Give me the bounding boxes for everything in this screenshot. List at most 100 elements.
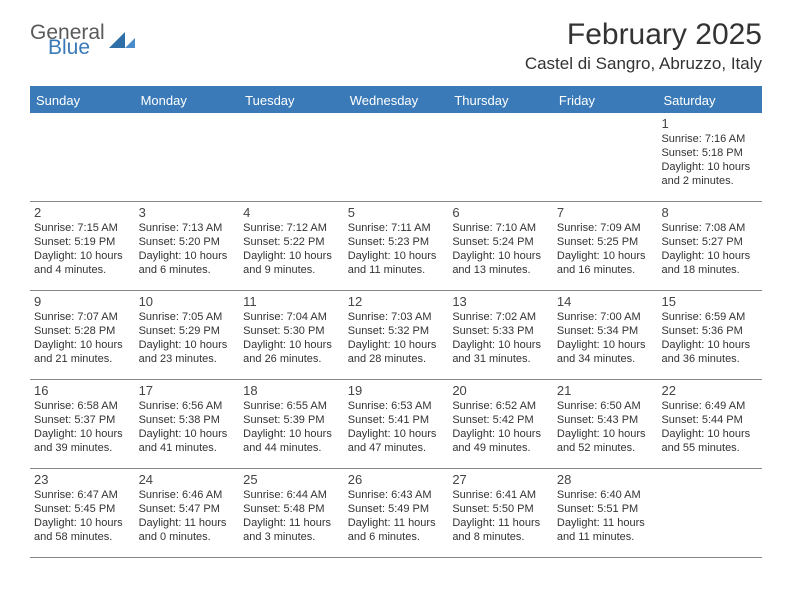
sunset-line: Sunset: 5:32 PM bbox=[348, 325, 445, 339]
day-number: 1 bbox=[661, 116, 758, 132]
sunrise-line: Sunrise: 7:07 AM bbox=[34, 311, 131, 325]
day-number: 12 bbox=[348, 294, 445, 310]
sunrise-line: Sunrise: 7:02 AM bbox=[452, 311, 549, 325]
sunset-line: Sunset: 5:38 PM bbox=[139, 414, 236, 428]
sunset-line: Sunset: 5:50 PM bbox=[452, 503, 549, 517]
daylight-line: Daylight: 10 hours and 44 minutes. bbox=[243, 428, 340, 456]
day-header: Sunday bbox=[30, 88, 135, 113]
day-number: 7 bbox=[557, 205, 654, 221]
daylight-line: Daylight: 10 hours and 6 minutes. bbox=[139, 250, 236, 278]
day-number: 18 bbox=[243, 383, 340, 399]
sunset-line: Sunset: 5:25 PM bbox=[557, 236, 654, 250]
calendar-cell-empty bbox=[344, 113, 449, 201]
calendar-cell: 12Sunrise: 7:03 AMSunset: 5:32 PMDayligh… bbox=[344, 291, 449, 379]
sunrise-line: Sunrise: 6:55 AM bbox=[243, 400, 340, 414]
day-number: 20 bbox=[452, 383, 549, 399]
location: Castel di Sangro, Abruzzo, Italy bbox=[525, 54, 762, 74]
sunrise-line: Sunrise: 7:11 AM bbox=[348, 222, 445, 236]
calendar-body: 1Sunrise: 7:16 AMSunset: 5:18 PMDaylight… bbox=[30, 113, 762, 558]
sunrise-line: Sunrise: 6:46 AM bbox=[139, 489, 236, 503]
daylight-line: Daylight: 11 hours and 11 minutes. bbox=[557, 517, 654, 545]
daylight-line: Daylight: 10 hours and 39 minutes. bbox=[34, 428, 131, 456]
calendar-cell: 20Sunrise: 6:52 AMSunset: 5:42 PMDayligh… bbox=[448, 380, 553, 468]
sunrise-line: Sunrise: 6:44 AM bbox=[243, 489, 340, 503]
day-header: Thursday bbox=[448, 88, 553, 113]
calendar-cell: 9Sunrise: 7:07 AMSunset: 5:28 PMDaylight… bbox=[30, 291, 135, 379]
sunrise-line: Sunrise: 6:50 AM bbox=[557, 400, 654, 414]
day-number: 11 bbox=[243, 294, 340, 310]
day-number: 15 bbox=[661, 294, 758, 310]
day-number: 24 bbox=[139, 472, 236, 488]
daylight-line: Daylight: 11 hours and 0 minutes. bbox=[139, 517, 236, 545]
calendar-cell: 15Sunrise: 6:59 AMSunset: 5:36 PMDayligh… bbox=[657, 291, 762, 379]
day-number: 22 bbox=[661, 383, 758, 399]
calendar-cell: 5Sunrise: 7:11 AMSunset: 5:23 PMDaylight… bbox=[344, 202, 449, 290]
daylight-line: Daylight: 10 hours and 21 minutes. bbox=[34, 339, 131, 367]
day-number: 14 bbox=[557, 294, 654, 310]
calendar-cell: 6Sunrise: 7:10 AMSunset: 5:24 PMDaylight… bbox=[448, 202, 553, 290]
daylight-line: Daylight: 10 hours and 58 minutes. bbox=[34, 517, 131, 545]
calendar-cell: 21Sunrise: 6:50 AMSunset: 5:43 PMDayligh… bbox=[553, 380, 658, 468]
daylight-line: Daylight: 10 hours and 28 minutes. bbox=[348, 339, 445, 367]
sunset-line: Sunset: 5:43 PM bbox=[557, 414, 654, 428]
calendar-cell: 28Sunrise: 6:40 AMSunset: 5:51 PMDayligh… bbox=[553, 469, 658, 557]
calendar-cell-empty bbox=[657, 469, 762, 557]
sunrise-line: Sunrise: 6:43 AM bbox=[348, 489, 445, 503]
sunset-line: Sunset: 5:27 PM bbox=[661, 236, 758, 250]
sunset-line: Sunset: 5:48 PM bbox=[243, 503, 340, 517]
daylight-line: Daylight: 10 hours and 41 minutes. bbox=[139, 428, 236, 456]
calendar-cell: 23Sunrise: 6:47 AMSunset: 5:45 PMDayligh… bbox=[30, 469, 135, 557]
daylight-line: Daylight: 10 hours and 34 minutes. bbox=[557, 339, 654, 367]
header: General Blue February 2025 Castel di San… bbox=[0, 0, 792, 82]
calendar-row: 23Sunrise: 6:47 AMSunset: 5:45 PMDayligh… bbox=[30, 469, 762, 558]
calendar-cell: 16Sunrise: 6:58 AMSunset: 5:37 PMDayligh… bbox=[30, 380, 135, 468]
title-block: February 2025 Castel di Sangro, Abruzzo,… bbox=[525, 18, 762, 74]
sunrise-line: Sunrise: 7:00 AM bbox=[557, 311, 654, 325]
daylight-line: Daylight: 11 hours and 6 minutes. bbox=[348, 517, 445, 545]
calendar-cell: 2Sunrise: 7:15 AMSunset: 5:19 PMDaylight… bbox=[30, 202, 135, 290]
day-number: 17 bbox=[139, 383, 236, 399]
calendar-cell: 1Sunrise: 7:16 AMSunset: 5:18 PMDaylight… bbox=[657, 113, 762, 201]
day-number: 10 bbox=[139, 294, 236, 310]
sunset-line: Sunset: 5:22 PM bbox=[243, 236, 340, 250]
sunrise-line: Sunrise: 7:03 AM bbox=[348, 311, 445, 325]
sunrise-line: Sunrise: 6:41 AM bbox=[452, 489, 549, 503]
sunrise-line: Sunrise: 7:04 AM bbox=[243, 311, 340, 325]
sunset-line: Sunset: 5:18 PM bbox=[661, 147, 758, 161]
sunrise-line: Sunrise: 7:09 AM bbox=[557, 222, 654, 236]
daylight-line: Daylight: 10 hours and 9 minutes. bbox=[243, 250, 340, 278]
sunset-line: Sunset: 5:36 PM bbox=[661, 325, 758, 339]
daylight-line: Daylight: 10 hours and 52 minutes. bbox=[557, 428, 654, 456]
calendar-cell-empty bbox=[448, 113, 553, 201]
sunset-line: Sunset: 5:34 PM bbox=[557, 325, 654, 339]
logo-line2: Blue bbox=[48, 39, 105, 58]
sunset-line: Sunset: 5:51 PM bbox=[557, 503, 654, 517]
day-number: 21 bbox=[557, 383, 654, 399]
sunrise-line: Sunrise: 6:52 AM bbox=[452, 400, 549, 414]
day-number: 4 bbox=[243, 205, 340, 221]
calendar-cell-empty bbox=[135, 113, 240, 201]
logo-triangle-icon bbox=[109, 28, 135, 53]
day-header: Monday bbox=[135, 88, 240, 113]
day-number: 3 bbox=[139, 205, 236, 221]
day-number: 5 bbox=[348, 205, 445, 221]
day-number: 23 bbox=[34, 472, 131, 488]
calendar-cell: 24Sunrise: 6:46 AMSunset: 5:47 PMDayligh… bbox=[135, 469, 240, 557]
calendar-cell: 14Sunrise: 7:00 AMSunset: 5:34 PMDayligh… bbox=[553, 291, 658, 379]
calendar-row: 1Sunrise: 7:16 AMSunset: 5:18 PMDaylight… bbox=[30, 113, 762, 202]
daylight-line: Daylight: 10 hours and 47 minutes. bbox=[348, 428, 445, 456]
day-number: 6 bbox=[452, 205, 549, 221]
day-number: 19 bbox=[348, 383, 445, 399]
sunrise-line: Sunrise: 7:13 AM bbox=[139, 222, 236, 236]
day-number: 27 bbox=[452, 472, 549, 488]
sunset-line: Sunset: 5:29 PM bbox=[139, 325, 236, 339]
sunrise-line: Sunrise: 7:05 AM bbox=[139, 311, 236, 325]
sunrise-line: Sunrise: 6:53 AM bbox=[348, 400, 445, 414]
calendar-header-row: SundayMondayTuesdayWednesdayThursdayFrid… bbox=[30, 88, 762, 113]
daylight-line: Daylight: 10 hours and 18 minutes. bbox=[661, 250, 758, 278]
sunset-line: Sunset: 5:45 PM bbox=[34, 503, 131, 517]
calendar-row: 16Sunrise: 6:58 AMSunset: 5:37 PMDayligh… bbox=[30, 380, 762, 469]
sunrise-line: Sunrise: 6:59 AM bbox=[661, 311, 758, 325]
calendar-cell: 22Sunrise: 6:49 AMSunset: 5:44 PMDayligh… bbox=[657, 380, 762, 468]
day-number: 13 bbox=[452, 294, 549, 310]
